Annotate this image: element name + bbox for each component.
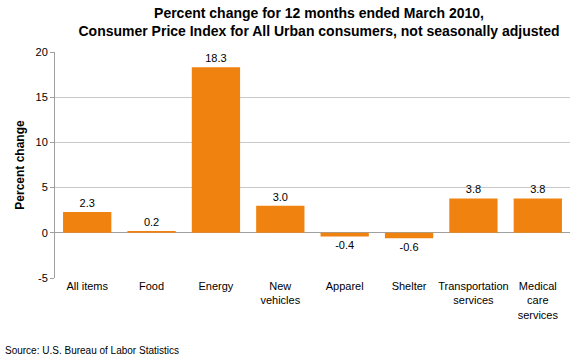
svg-text:Energy: Energy (199, 280, 234, 292)
svg-text:-0.6: -0.6 (400, 241, 419, 253)
svg-text:Apparel: Apparel (326, 280, 364, 292)
svg-text:Percent change: Percent change (13, 120, 27, 210)
svg-text:0.2: 0.2 (144, 216, 159, 228)
svg-text:10: 10 (36, 136, 48, 148)
svg-text:3.8: 3.8 (466, 183, 481, 195)
svg-text:-0.4: -0.4 (335, 239, 354, 251)
svg-text:3.0: 3.0 (273, 191, 288, 203)
svg-text:18.3: 18.3 (205, 52, 226, 64)
svg-text:Transportationservices: Transportationservices (438, 280, 509, 306)
svg-text:3.8: 3.8 (530, 183, 545, 195)
svg-text:All items: All items (66, 280, 108, 292)
svg-text:15: 15 (36, 91, 48, 103)
svg-text:0: 0 (42, 227, 48, 239)
svg-text:Medicalcareservices: Medicalcareservices (518, 280, 559, 321)
svg-text:2.3: 2.3 (80, 197, 95, 209)
svg-text:Food: Food (139, 280, 164, 292)
svg-text:Newvehicles: Newvehicles (260, 280, 300, 306)
svg-text:Source: U.S. Bureau of Labor S: Source: U.S. Bureau of Labor Statistics (5, 345, 179, 356)
svg-text:Percent change for 12 months e: Percent change for 12 months ended March… (78, 5, 559, 39)
svg-text:20: 20 (36, 46, 48, 58)
svg-text:5: 5 (42, 181, 48, 193)
svg-text:-5: -5 (38, 272, 48, 284)
svg-text:Shelter: Shelter (392, 280, 427, 292)
